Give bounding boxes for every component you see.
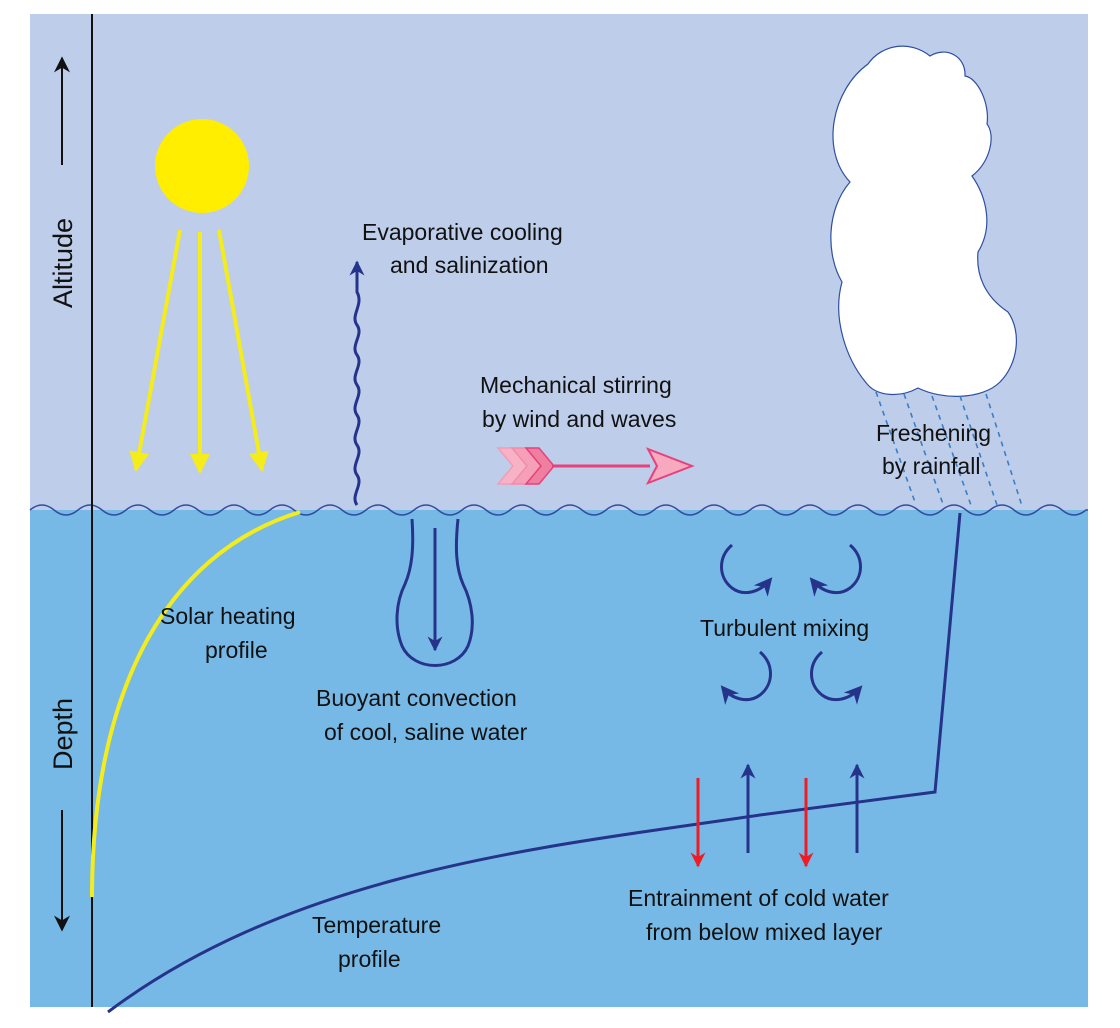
eddy-arrow-bottom-left	[720, 650, 772, 705]
eddy-arrow-top-left	[720, 543, 773, 597]
buoyant-label-line2: of cool, saline water	[324, 719, 528, 745]
freshening-label-line2: by rainfall	[882, 453, 980, 479]
evaporation-wavy-arrow	[349, 260, 365, 506]
buoyant-label-line1: Buoyant convection	[316, 685, 517, 711]
temperature-label-line2: profile	[338, 946, 401, 972]
solar-rays	[129, 229, 269, 474]
entrainment-label-line2: from below mixed layer	[646, 919, 883, 945]
convection-plume-icon	[395, 518, 474, 667]
evaporative-label-line2: and salinization	[390, 252, 549, 278]
wind-feather	[524, 447, 555, 485]
mechanical-label-line2: by wind and waves	[482, 406, 676, 432]
eddy-arrow-top-right	[809, 543, 862, 597]
temperature-label-line1: Temperature	[312, 912, 441, 938]
entrainment-label-line1: Entrainment of cold water	[628, 885, 889, 911]
depth-label: Depth	[48, 698, 78, 770]
entrainment-arrows	[690, 763, 865, 868]
freshening-label-line1: Freshening	[876, 420, 991, 446]
turbulent-label: Turbulent mixing	[700, 615, 869, 641]
circular-arrow-icons	[720, 543, 863, 705]
solar-profile-label-line1: Solar heating	[160, 603, 296, 629]
feathered-arrow-icon	[496, 447, 695, 485]
solar-profile-label-line2: profile	[205, 637, 268, 663]
solar-ray-left	[129, 229, 182, 472]
mechanical-label-line1: Mechanical stirring	[480, 372, 672, 398]
convection-plume-outline	[395, 518, 474, 667]
wind-arrowhead	[645, 447, 695, 485]
evaporative-label-line1: Evaporative cooling	[362, 219, 563, 245]
ocean-region	[30, 510, 1088, 1007]
cloud-icon	[830, 45, 1018, 397]
temperature-profile-curve	[107, 512, 962, 1014]
sea-surface-waves	[29, 504, 1088, 516]
altitude-label: Altitude	[48, 218, 78, 308]
solar-ray-right	[217, 229, 269, 472]
eddy-arrow-bottom-right	[810, 650, 863, 705]
sun-icon	[155, 119, 249, 213]
solar-heating-profile-curve	[90, 510, 301, 898]
